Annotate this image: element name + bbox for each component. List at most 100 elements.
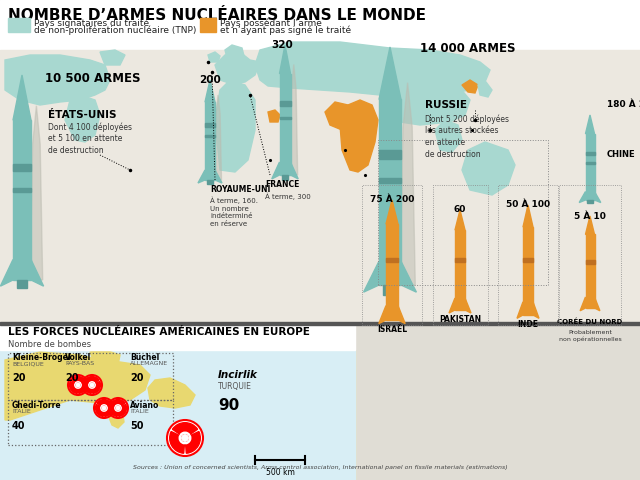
Circle shape [182, 435, 188, 441]
Polygon shape [586, 115, 595, 134]
Text: ÉTATS-UNIS: ÉTATS-UNIS [48, 110, 116, 120]
Text: 20: 20 [12, 373, 26, 383]
Bar [498, 185, 558, 325]
Wedge shape [71, 376, 85, 385]
Wedge shape [97, 399, 111, 408]
Wedge shape [111, 399, 125, 408]
Wedge shape [70, 382, 78, 394]
Text: RUSSIE: RUSSIE [425, 100, 467, 110]
Text: Ghedi-Torre: Ghedi-Torre [12, 401, 61, 410]
Text: Pays signataires du traité: Pays signataires du traité [34, 18, 149, 28]
Bar [586, 260, 595, 264]
Polygon shape [478, 82, 492, 97]
Bar [13, 164, 31, 171]
Text: Aviano: Aviano [130, 401, 159, 410]
Polygon shape [198, 170, 205, 183]
Bar [379, 150, 401, 159]
Polygon shape [517, 302, 523, 318]
Bar [523, 227, 533, 315]
Circle shape [76, 383, 80, 387]
Polygon shape [290, 64, 298, 175]
Bar [379, 99, 401, 285]
Bar [8, 353, 173, 400]
Text: LES FORCES NUCLÉAIRES AMÉRICAINES EN EUROPE: LES FORCES NUCLÉAIRES AMÉRICAINES EN EUR… [8, 327, 310, 337]
Wedge shape [78, 382, 86, 394]
Polygon shape [462, 142, 515, 195]
Bar [280, 117, 291, 119]
Bar [207, 180, 213, 184]
Bar [13, 188, 31, 192]
Text: 40: 40 [12, 421, 26, 431]
Bar [378, 140, 548, 285]
Polygon shape [462, 80, 478, 93]
Wedge shape [90, 382, 95, 385]
Text: ALLEMAGNE: ALLEMAGNE [130, 361, 168, 366]
Text: et n’ayant pas signé le traité: et n’ayant pas signé le traité [220, 25, 351, 35]
Circle shape [108, 398, 128, 418]
Bar [0, 325, 355, 350]
Text: Dont 5 200 déployées
les autres stockées
en attente
de destruction: Dont 5 200 déployées les autres stockées… [425, 114, 509, 159]
Circle shape [90, 383, 94, 387]
Bar [205, 123, 215, 127]
Polygon shape [379, 306, 386, 324]
Wedge shape [115, 407, 118, 411]
Text: FRANCE: FRANCE [265, 180, 300, 189]
Wedge shape [75, 384, 78, 388]
Bar [13, 120, 31, 280]
Circle shape [90, 383, 94, 387]
Bar [205, 135, 215, 137]
Text: Kleine-Brogel: Kleine-Brogel [12, 353, 70, 362]
Text: Büchel: Büchel [130, 353, 159, 362]
Polygon shape [580, 297, 586, 311]
Polygon shape [268, 110, 280, 122]
Polygon shape [435, 120, 462, 152]
Bar [8, 18, 30, 32]
Bar [0, 322, 640, 325]
Polygon shape [215, 80, 255, 172]
Polygon shape [65, 95, 100, 142]
Text: 320: 320 [271, 40, 292, 50]
Polygon shape [225, 45, 245, 65]
Polygon shape [5, 352, 150, 420]
Bar [586, 162, 595, 164]
Bar [433, 185, 488, 325]
Circle shape [94, 398, 114, 418]
Wedge shape [179, 435, 185, 444]
Text: Volkel: Volkel [65, 353, 92, 362]
Bar [282, 175, 288, 180]
Text: Pays possédant l’arme: Pays possédant l’arme [220, 18, 322, 28]
Circle shape [76, 383, 80, 387]
Wedge shape [101, 407, 104, 411]
Bar [280, 73, 291, 175]
Wedge shape [172, 423, 198, 438]
Bar [17, 280, 28, 288]
Bar [362, 185, 422, 325]
Polygon shape [465, 298, 471, 313]
Text: 75 À 200: 75 À 200 [370, 195, 414, 204]
Text: Nombre de bombes: Nombre de bombes [8, 340, 91, 349]
Text: 10 500 ARMES: 10 500 ARMES [45, 72, 141, 85]
Polygon shape [595, 297, 600, 311]
Polygon shape [523, 205, 533, 227]
Bar [455, 258, 465, 262]
Text: 60: 60 [454, 205, 466, 214]
Bar [0, 0, 640, 50]
Text: INDE: INDE [518, 320, 538, 329]
Polygon shape [280, 45, 291, 73]
Bar [586, 152, 595, 155]
Text: ROYAUME-UNI: ROYAUME-UNI [210, 185, 270, 194]
Bar [383, 285, 397, 295]
Polygon shape [398, 306, 405, 324]
Text: 90: 90 [218, 398, 239, 413]
Text: PAYS-BAS: PAYS-BAS [65, 361, 94, 366]
Polygon shape [214, 95, 221, 180]
Polygon shape [586, 216, 595, 234]
Circle shape [102, 406, 106, 410]
Text: 14 000 ARMES: 14 000 ARMES [420, 42, 515, 55]
Text: PAKISTAN: PAKISTAN [439, 315, 481, 324]
Polygon shape [108, 385, 124, 428]
Wedge shape [83, 382, 92, 394]
Wedge shape [109, 405, 118, 417]
Polygon shape [533, 302, 539, 318]
Circle shape [182, 435, 188, 441]
